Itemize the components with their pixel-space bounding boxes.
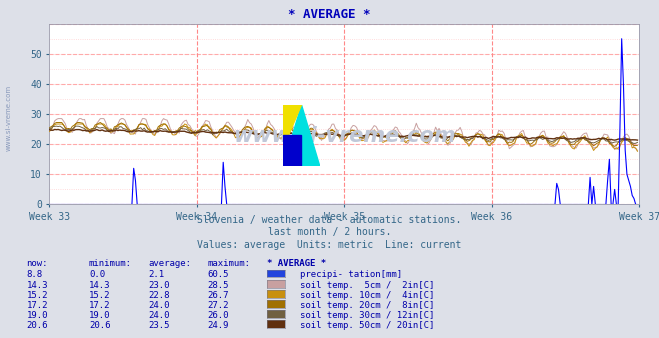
Text: 17.2: 17.2 xyxy=(26,301,48,310)
Text: Slovenia / weather data - automatic stations.: Slovenia / weather data - automatic stat… xyxy=(197,215,462,225)
Text: maximum:: maximum: xyxy=(208,259,250,268)
Text: 17.2: 17.2 xyxy=(89,301,111,310)
Text: 24.9: 24.9 xyxy=(208,321,229,330)
Text: soil temp.  5cm /  2in[C]: soil temp. 5cm / 2in[C] xyxy=(300,281,434,290)
Text: 19.0: 19.0 xyxy=(89,311,111,320)
Text: 8.8: 8.8 xyxy=(26,270,42,280)
Text: average:: average: xyxy=(148,259,191,268)
Text: soil temp. 30cm / 12in[C]: soil temp. 30cm / 12in[C] xyxy=(300,311,434,320)
Text: Values: average  Units: metric  Line: current: Values: average Units: metric Line: curr… xyxy=(197,240,462,250)
Text: 22.8: 22.8 xyxy=(148,291,170,300)
Text: 20.6: 20.6 xyxy=(26,321,48,330)
Text: www.si-vreme.com: www.si-vreme.com xyxy=(5,85,12,151)
Text: 24.0: 24.0 xyxy=(148,311,170,320)
Text: 2.1: 2.1 xyxy=(148,270,164,280)
Polygon shape xyxy=(283,135,302,166)
Polygon shape xyxy=(283,105,320,166)
Text: 26.7: 26.7 xyxy=(208,291,229,300)
Text: now:: now: xyxy=(26,259,48,268)
Text: 26.0: 26.0 xyxy=(208,311,229,320)
Polygon shape xyxy=(283,105,302,147)
Text: * AVERAGE *: * AVERAGE * xyxy=(288,8,371,21)
Text: 28.5: 28.5 xyxy=(208,281,229,290)
Text: soil temp. 50cm / 20in[C]: soil temp. 50cm / 20in[C] xyxy=(300,321,434,330)
Text: * AVERAGE *: * AVERAGE * xyxy=(267,259,326,268)
Text: 60.5: 60.5 xyxy=(208,270,229,280)
Text: 15.2: 15.2 xyxy=(89,291,111,300)
Text: soil temp. 10cm /  4in[C]: soil temp. 10cm / 4in[C] xyxy=(300,291,434,300)
Text: 24.0: 24.0 xyxy=(148,301,170,310)
Text: 20.6: 20.6 xyxy=(89,321,111,330)
Text: precipi- tation[mm]: precipi- tation[mm] xyxy=(300,270,402,280)
Text: 15.2: 15.2 xyxy=(26,291,48,300)
Text: last month / 2 hours.: last month / 2 hours. xyxy=(268,227,391,237)
Text: www.si-vreme.com: www.si-vreme.com xyxy=(233,126,455,146)
Text: 0.0: 0.0 xyxy=(89,270,105,280)
Text: soil temp. 20cm /  8in[C]: soil temp. 20cm / 8in[C] xyxy=(300,301,434,310)
Text: 23.5: 23.5 xyxy=(148,321,170,330)
Text: 14.3: 14.3 xyxy=(26,281,48,290)
Text: 27.2: 27.2 xyxy=(208,301,229,310)
Text: minimum:: minimum: xyxy=(89,259,132,268)
Text: 14.3: 14.3 xyxy=(89,281,111,290)
Text: 19.0: 19.0 xyxy=(26,311,48,320)
Text: 23.0: 23.0 xyxy=(148,281,170,290)
